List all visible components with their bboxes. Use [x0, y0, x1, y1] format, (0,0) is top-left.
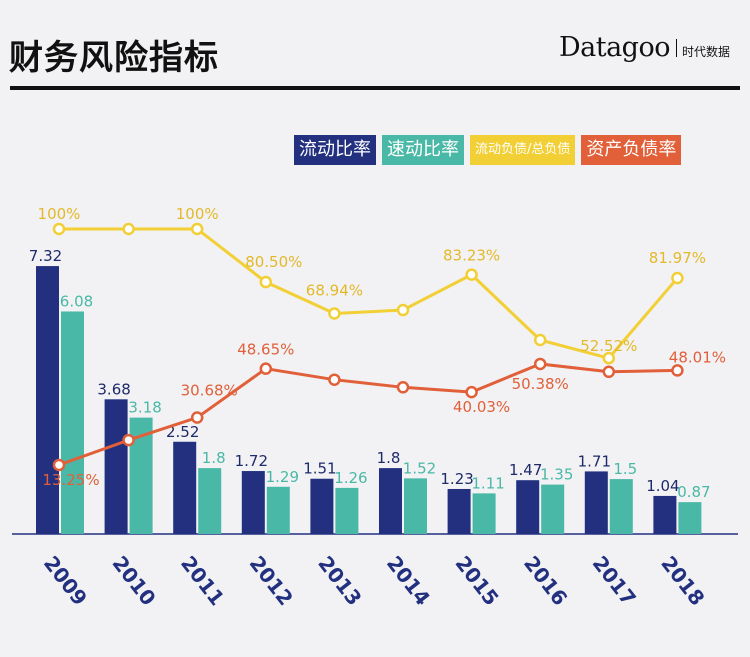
point-current-liab-ratio	[396, 303, 410, 317]
bar-quick-ratio	[541, 484, 565, 534]
bar-value-label: 1.72	[235, 452, 268, 470]
chart-legend: 流动比率 速动比率 流动负债/总负债 资产负债率	[294, 135, 682, 165]
bar-value-label: 1.35	[540, 466, 573, 484]
line-value-label: 80.50%	[245, 253, 302, 271]
point-current-liab-ratio	[465, 268, 478, 281]
bar-current-ratio	[379, 468, 402, 534]
legend-quick-ratio: 速动比率	[382, 135, 464, 165]
legend-current-liab-ratio: 流动负债/总负债	[470, 135, 576, 165]
bar-value-label: 1.5	[613, 460, 637, 478]
line-value-label: 83.23%	[443, 247, 500, 265]
line-value-label: 48.01%	[669, 348, 726, 366]
bar-value-label: 3.68	[97, 380, 130, 398]
line-value-label: 81.97%	[649, 249, 706, 267]
x-tick-label: 2017	[588, 551, 641, 610]
x-tick-label: 2011	[176, 551, 229, 610]
brand-subtitle: 时代数据	[681, 45, 730, 59]
point-current-liab-ratio	[671, 271, 684, 285]
x-tick-label: 2013	[313, 551, 366, 610]
x-tick-label: 2016	[519, 551, 572, 610]
bar-value-label: 1.04	[646, 477, 679, 495]
point-asset-liab-ratio	[671, 364, 684, 377]
bar-quick-ratio	[472, 493, 496, 534]
bar-value-label: 1.26	[334, 469, 367, 487]
bar-value-label: 1.47	[509, 461, 542, 479]
bar-current-ratio	[653, 495, 677, 534]
line-value-label: 48.65%	[237, 341, 294, 359]
brand-name: Datagoo	[558, 32, 671, 63]
bar-value-label: 2.52	[166, 423, 199, 441]
bar-value-label: 1.29	[266, 468, 299, 486]
point-current-liab-ratio	[328, 307, 341, 320]
x-tick-label: 2018	[656, 551, 709, 610]
point-asset-liab-ratio	[328, 373, 341, 386]
bar-value-label: 1.51	[303, 460, 336, 478]
point-current-liab-ratio	[190, 222, 204, 236]
bar-current-ratio	[516, 480, 540, 534]
bar-quick-ratio	[129, 417, 153, 534]
line-value-label: 50.38%	[512, 375, 569, 393]
bar-current-ratio	[447, 488, 471, 534]
brand-divider	[675, 38, 677, 57]
point-current-liab-ratio	[122, 222, 135, 236]
line-value-label: 13.25%	[42, 471, 99, 489]
line-value-label: 100%	[38, 205, 81, 223]
line-asset-liab-ratio	[58, 362, 678, 467]
bar-current-ratio	[173, 441, 197, 534]
bar-value-label: 0.87	[677, 483, 710, 501]
line-value-label: 40.03%	[453, 398, 510, 416]
bar-quick-ratio	[404, 478, 427, 534]
point-asset-liab-ratio	[52, 458, 66, 472]
point-asset-liab-ratio	[533, 357, 547, 371]
bar-value-label: 3.18	[128, 399, 161, 417]
point-asset-liab-ratio	[122, 433, 135, 447]
x-tick-label: 2014	[382, 551, 435, 610]
point-current-liab-ratio	[602, 351, 616, 365]
point-asset-liab-ratio	[190, 411, 204, 424]
bar-value-label: 1.52	[403, 459, 436, 477]
x-tick-label: 2012	[245, 551, 298, 610]
point-current-liab-ratio	[52, 222, 66, 236]
point-asset-liab-ratio	[396, 381, 410, 394]
bar-current-ratio	[241, 471, 265, 534]
x-tick-label: 2009	[39, 551, 92, 610]
bar-current-ratio	[104, 399, 128, 534]
line-current-liab-ratio	[59, 227, 679, 360]
bar-value-label: 1.23	[440, 470, 473, 488]
point-asset-liab-ratio	[602, 365, 616, 379]
bar-value-label: 7.32	[29, 247, 62, 265]
bar-value-label: 1.71	[578, 452, 611, 470]
bar-quick-ratio	[678, 502, 702, 534]
legend-asset-liab-ratio: 资产负债率	[581, 135, 682, 165]
legend-current-ratio: 流动比率	[294, 135, 376, 165]
line-value-label: 100%	[176, 205, 219, 223]
bar-quick-ratio	[609, 479, 633, 534]
bar-value-label: 6.08	[60, 292, 93, 310]
bar-current-ratio	[36, 266, 59, 534]
bar-value-label: 1.8	[202, 449, 226, 467]
point-asset-liab-ratio	[259, 362, 273, 375]
bar-current-ratio	[584, 471, 608, 534]
header-divider	[10, 86, 740, 90]
x-tick-label: 2015	[451, 551, 504, 610]
point-current-liab-ratio	[533, 333, 547, 347]
bar-current-ratio	[310, 478, 334, 534]
point-current-liab-ratio	[259, 275, 273, 289]
page-title: 财务风险指标	[9, 38, 219, 78]
bar-value-label: 1.8	[377, 449, 401, 467]
bar-quick-ratio	[198, 468, 222, 534]
bar-quick-ratio	[61, 311, 84, 534]
bar-value-label: 1.11	[471, 474, 504, 492]
line-value-label: 30.68%	[181, 382, 238, 400]
line-value-label: 52.52%	[580, 337, 637, 355]
line-value-label: 68.94%	[306, 281, 363, 299]
x-tick-label: 2010	[108, 551, 161, 610]
bar-quick-ratio	[266, 486, 290, 534]
point-asset-liab-ratio	[465, 385, 478, 399]
bar-quick-ratio	[335, 487, 359, 534]
brand-logo: Datagoo 时代数据	[559, 32, 730, 63]
